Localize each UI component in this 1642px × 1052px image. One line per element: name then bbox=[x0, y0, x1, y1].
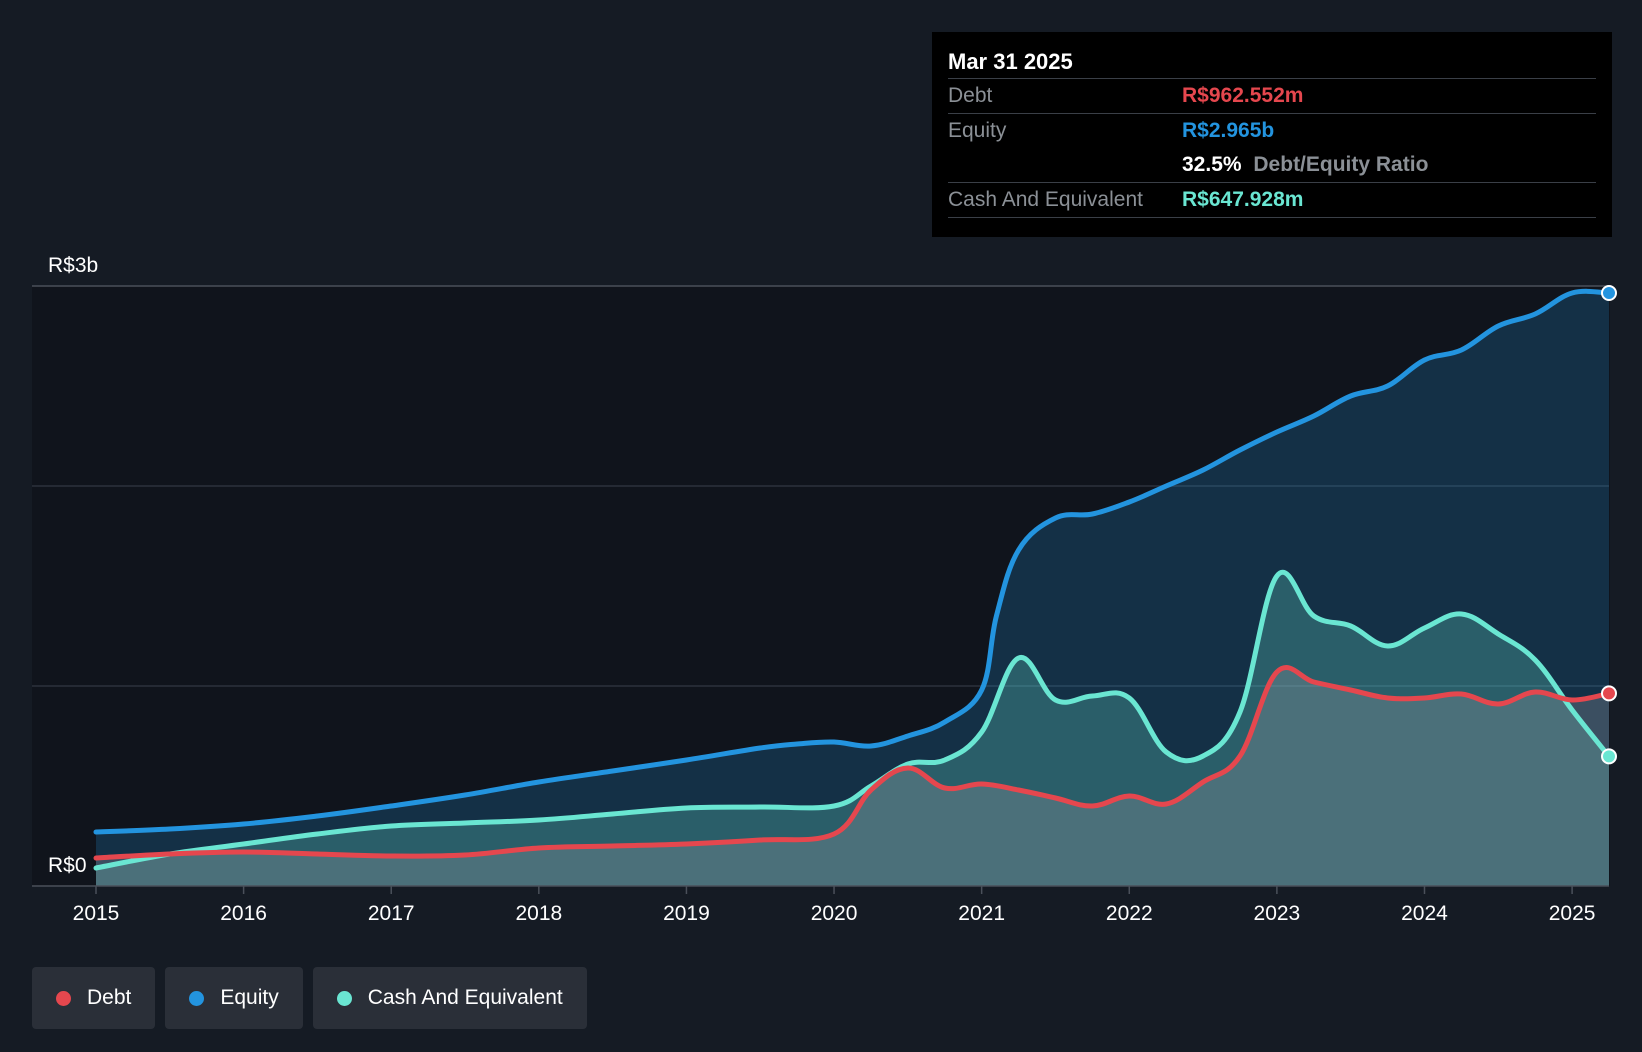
equity-line bbox=[93, 288, 1612, 835]
chart-legend: Debt Equity Cash And Equivalent bbox=[32, 967, 587, 1029]
tooltip-debt-label: Debt bbox=[948, 84, 993, 107]
x-tick-label-10: 2025 bbox=[1549, 902, 1596, 925]
x-tick-label-5: 2020 bbox=[811, 902, 858, 925]
y-tick-label-1: R$0 bbox=[48, 854, 87, 877]
x-tick-label-3: 2018 bbox=[515, 902, 562, 925]
legend-item-equity[interactable]: Equity bbox=[165, 967, 303, 1029]
cash-and-equivalent-end-marker bbox=[1601, 748, 1617, 765]
tooltip-cash-row: Cash And Equivalent R$647.928m bbox=[948, 183, 1596, 218]
x-tick-label-2: 2017 bbox=[368, 902, 415, 925]
legend-label-cash: Cash And Equivalent bbox=[367, 986, 563, 1009]
x-tick-label-4: 2019 bbox=[663, 902, 710, 925]
legend-label-debt: Debt bbox=[87, 986, 132, 1009]
cash-and-equivalent-area bbox=[96, 572, 1609, 886]
debt-area bbox=[96, 667, 1609, 886]
legend-label-equity: Equity bbox=[220, 986, 279, 1009]
tooltip-panel: Mar 31 2025 Debt R$962.552m Equity R$2.9… bbox=[932, 32, 1612, 237]
equity-area bbox=[96, 291, 1609, 886]
tooltip-ratio-row: 32.5% Debt/Equity Ratio bbox=[948, 148, 1596, 183]
tooltip-ratio-value: 32.5% bbox=[1182, 153, 1242, 176]
plot-background bbox=[32, 286, 1610, 886]
equity-end-marker bbox=[1601, 285, 1617, 301]
x-tick-label-8: 2023 bbox=[1254, 902, 1301, 925]
tooltip-equity-label: Equity bbox=[948, 119, 1007, 142]
legend-item-debt[interactable]: Debt bbox=[32, 967, 156, 1029]
x-tick-label-0: 2015 bbox=[73, 902, 120, 925]
tooltip-equity-row: Equity R$2.965b bbox=[948, 114, 1596, 148]
tooltip-ratio-label: Debt/Equity Ratio bbox=[1253, 153, 1429, 176]
tooltip-cash-value: R$647.928m bbox=[1182, 188, 1304, 211]
tooltip-debt-value: R$962.552m bbox=[1182, 84, 1304, 107]
tooltip-cash-label: Cash And Equivalent bbox=[948, 188, 1143, 211]
tooltip-equity-value: R$2.965b bbox=[1182, 119, 1275, 142]
x-tick-label-7: 2022 bbox=[1106, 902, 1153, 925]
tooltip-debt-row: Debt R$962.552m bbox=[948, 79, 1596, 114]
cash-dot-icon bbox=[336, 990, 352, 1006]
legend-item-cash[interactable]: Cash And Equivalent bbox=[312, 967, 587, 1029]
x-tick-label-6: 2021 bbox=[958, 902, 1005, 925]
x-tick-label-1: 2016 bbox=[220, 902, 267, 925]
debt-end-marker bbox=[1601, 685, 1617, 702]
tooltip-date: Mar 31 2025 bbox=[948, 46, 1596, 79]
debt-dot-icon bbox=[56, 990, 71, 1006]
cash-and-equivalent-line bbox=[93, 570, 1612, 871]
debt-line bbox=[93, 665, 1612, 861]
y-tick-label-0: R$3b bbox=[48, 254, 98, 277]
x-tick-label-9: 2024 bbox=[1401, 902, 1448, 925]
equity-dot-icon bbox=[189, 990, 205, 1006]
